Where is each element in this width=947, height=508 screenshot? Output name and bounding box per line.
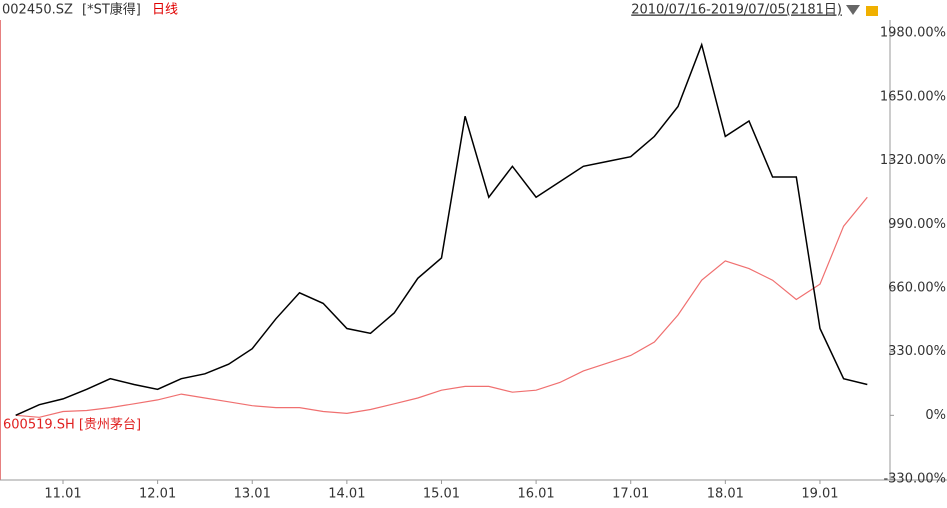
x-tick-label: 11.01 bbox=[44, 487, 81, 502]
x-tick-label: 17.01 bbox=[612, 487, 649, 502]
legend-label: 600519.SH [贵州茅台] bbox=[3, 418, 141, 433]
x-tick-label: 18.01 bbox=[707, 487, 744, 502]
lock-icon[interactable] bbox=[866, 6, 878, 16]
x-tick-label: 15.01 bbox=[423, 487, 460, 502]
y-tick-label: 1320.00% bbox=[880, 153, 946, 168]
y-tick-label: 0% bbox=[925, 408, 946, 423]
date-range[interactable]: 2010/07/16-2019/07/05(2181日) bbox=[631, 3, 842, 18]
x-tick-label: 14.01 bbox=[328, 487, 365, 502]
y-tick-label: -330.00% bbox=[883, 472, 946, 487]
y-tick-label: 330.00% bbox=[888, 344, 946, 359]
x-tick-label: 16.01 bbox=[517, 487, 554, 502]
series-line bbox=[15, 42, 868, 416]
x-tick-label: 12.01 bbox=[139, 487, 176, 502]
y-tick-label: 1650.00% bbox=[880, 89, 946, 104]
stock-code: 002450.SZ bbox=[2, 3, 73, 18]
y-tick-label: 990.00% bbox=[888, 217, 946, 232]
dropdown[interactable] bbox=[846, 5, 860, 15]
y-tick-label: 660.00% bbox=[888, 280, 946, 295]
stock-name: [*ST康得] bbox=[82, 2, 141, 18]
series-line bbox=[15, 196, 868, 418]
period[interactable]: 日线 bbox=[152, 3, 178, 18]
x-tick-label: 19.01 bbox=[801, 487, 838, 502]
y-tick-label: 1980.00% bbox=[880, 26, 946, 41]
x-tick-label: 13.01 bbox=[234, 487, 271, 502]
